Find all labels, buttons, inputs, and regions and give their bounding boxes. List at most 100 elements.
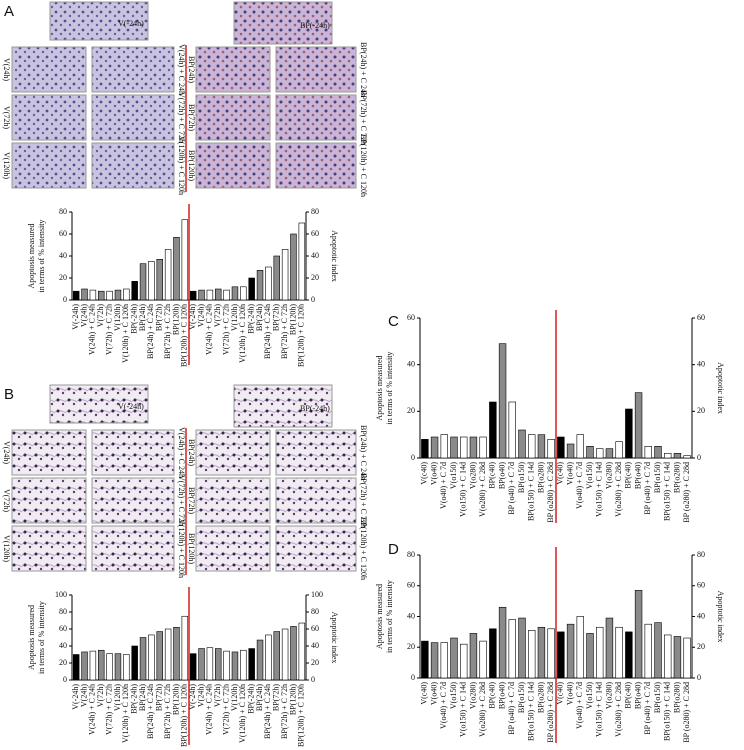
micrograph-label: BP(120h) (187, 150, 196, 181)
bar (625, 408, 633, 459)
panel-letter: D (388, 541, 399, 558)
bar (81, 651, 88, 681)
micrograph (11, 525, 87, 572)
micrograph (49, 384, 149, 424)
micrograph-label: BP(72h) + C 72h (359, 473, 368, 528)
x-tick-label: BP(24h) (255, 684, 264, 711)
x-tick-label: V(24h) + C 24h (88, 304, 97, 355)
bar (421, 439, 429, 459)
x-tick-label: BP(120h) (171, 684, 180, 715)
y-tick-label: 60 (59, 624, 67, 633)
bar (576, 616, 584, 679)
micrograph (195, 429, 271, 476)
bar (634, 392, 643, 459)
y-tick-label: 60 (407, 581, 415, 590)
bar (198, 648, 205, 681)
micrograph (233, 384, 333, 428)
x-tick-label: BP(-24h) (247, 684, 256, 714)
bar (528, 434, 536, 459)
y-tick-label: 80 (59, 207, 67, 216)
bar (440, 434, 448, 459)
x-tick-label: BP(-24h) (130, 304, 139, 334)
x-tick-label: V(o40) (429, 462, 438, 485)
bar (240, 286, 247, 301)
x-tick-label: BP(-24h) (247, 304, 256, 334)
bar (273, 631, 280, 681)
micrograph-label: BP(24h) (187, 56, 196, 83)
y2-tick-label: 80 (311, 607, 319, 616)
bar (265, 634, 272, 681)
micrograph-label: V(120h) (2, 152, 11, 179)
bar (131, 280, 138, 301)
x-tick-label: BP(120h) (171, 304, 180, 335)
x-tick-label: V(72h) + C 72h (104, 684, 113, 735)
bar (298, 222, 306, 301)
x-tick-label: BP(o150) (517, 462, 526, 493)
x-tick-label: V(-24h) (71, 684, 80, 710)
micrograph-label: BP(120h) + C 120h (359, 134, 368, 197)
bar (596, 448, 604, 459)
y2-tick-label: 80 (311, 207, 319, 216)
y-tick-label: 80 (59, 607, 67, 616)
x-tick-label: BP(o40) (497, 462, 506, 489)
bar (664, 453, 672, 459)
x-tick-label: V(o150) + C 14d (595, 682, 604, 737)
micrograph (195, 477, 271, 524)
bar (596, 626, 604, 679)
x-tick-label: V(o280) (604, 682, 613, 709)
x-tick-label: V(o150) + C 14d (459, 682, 468, 737)
bar (156, 258, 163, 301)
y2-tick-label: 60 (311, 624, 319, 633)
bar (98, 649, 105, 681)
bar (248, 648, 255, 681)
x-tick-label: V(24h) (79, 304, 88, 327)
micrograph-label: V(120h) (2, 535, 11, 562)
bar (198, 289, 205, 301)
y-tick-label: 0 (63, 675, 67, 684)
bar (72, 290, 80, 301)
x-tick-label: V(24h) + C 24h (205, 684, 214, 735)
y2-tick-label: 0 (311, 295, 315, 304)
y-tick-label: 40 (407, 359, 415, 368)
x-tick-label: BP(72h) + C 72h (163, 304, 172, 359)
y2-tick-label: 20 (311, 273, 319, 282)
x-tick-label: BP(o150) + C 14d (527, 682, 536, 741)
x-tick-label: V(120h) + C 120h (121, 304, 130, 363)
micrograph (275, 525, 357, 572)
y2-tick-label: 60 (697, 313, 705, 322)
bar (215, 648, 222, 681)
x-tick-label: BP(120h) (288, 684, 297, 715)
bar (683, 455, 691, 459)
bar (281, 628, 289, 681)
x-tick-label: V(120h) (113, 304, 122, 331)
micrograph (11, 477, 87, 524)
bar (123, 288, 130, 301)
x-tick-label: V(24h) + C 24h (88, 684, 97, 735)
x-tick-label: BP(o280) (672, 462, 681, 493)
x-tick-label: BP(o280) (536, 462, 545, 493)
y-tick-label: 20 (407, 642, 415, 651)
x-tick-label: BP(o150) (653, 462, 662, 493)
y-axis-label: in terms of % intensity (37, 220, 46, 293)
y2-axis-label: Apoptotic index (330, 230, 339, 282)
x-tick-label: BP(72h) (155, 304, 164, 331)
bar (173, 237, 180, 301)
panel-letter: A (4, 3, 14, 20)
x-tick-label: V(o40) + C 7d (575, 462, 584, 509)
x-tick-label: BP(c40) (624, 462, 633, 489)
y-tick-label: 40 (407, 611, 415, 620)
x-tick-label: V(c40) (420, 682, 429, 705)
x-tick-label: V(o150) (585, 682, 594, 709)
x-tick-label: V(o40) + C 7d (439, 682, 448, 729)
bar (89, 289, 97, 301)
micrograph (91, 477, 175, 524)
micrograph (275, 94, 357, 141)
micrograph-label: BP(-24h) (300, 404, 330, 413)
bar (654, 622, 662, 679)
bar (518, 617, 526, 679)
bar (654, 446, 662, 459)
x-tick-label: BP (o280) + C 28d (546, 462, 555, 523)
y-tick-label: 20 (59, 273, 67, 282)
bar (498, 343, 507, 459)
y2-tick-label: 40 (311, 641, 319, 650)
